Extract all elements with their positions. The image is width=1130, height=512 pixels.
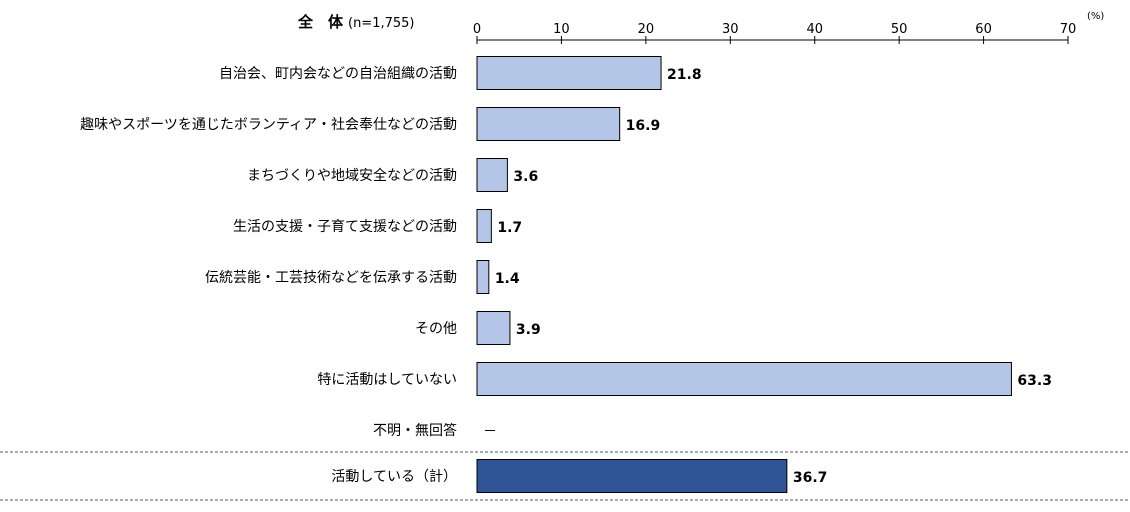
category-label: 不明・無回答 — [373, 422, 457, 439]
bar — [476, 158, 508, 192]
summary-data-label: 36.7 — [793, 470, 828, 486]
category-label: 特に活動はしていない — [317, 372, 457, 388]
unit-label: (%) — [1087, 11, 1104, 22]
data-label: － — [483, 424, 497, 440]
bar-rows: 自治会、町内会などの自治組織の活動 21.8 趣味やスポーツを通じたボランティア・社… — [80, 56, 1052, 440]
summary-row: 活動している（計） 36.7 — [331, 459, 828, 493]
bar — [476, 311, 511, 345]
category-label: 生活の支援・子育て支援などの活動 — [233, 219, 457, 235]
data-label: 3.6 — [513, 169, 538, 185]
x-tick-label: 50 — [891, 22, 908, 37]
bar — [476, 107, 621, 141]
category-label: 伝統芸能・工芸技術などを伝承する活動 — [205, 270, 457, 286]
data-label: 21.8 — [667, 67, 702, 83]
data-label: 1.7 — [497, 220, 522, 236]
data-label: 16.9 — [626, 118, 661, 134]
x-tick-label: 30 — [722, 22, 739, 37]
data-label: 63.3 — [1017, 373, 1052, 389]
x-tick-label: 20 — [638, 22, 655, 37]
x-axis: 0 10 20 30 40 50 60 70 — [473, 22, 1076, 44]
bar — [476, 209, 492, 243]
summary-category-label: 活動している（計） — [331, 469, 457, 485]
x-tick-label: 0 — [473, 22, 481, 37]
bar — [476, 260, 490, 294]
chart-subtitle: (n=1,755) — [348, 16, 415, 31]
data-label: 3.9 — [516, 322, 541, 338]
category-label: まちづくりや地域安全などの活動 — [247, 167, 457, 184]
bar — [476, 56, 662, 90]
x-tick-label: 40 — [806, 22, 823, 37]
header: 全 体 (n=1,755) (%) — [297, 11, 1104, 31]
category-label: 自治会、町内会などの自治組織の活動 — [219, 66, 457, 82]
data-label: 1.4 — [495, 271, 520, 287]
x-tick-label: 60 — [975, 22, 992, 37]
chart-title: 全 体 — [297, 13, 344, 31]
x-tick-label: 70 — [1060, 22, 1077, 37]
bar — [476, 362, 1012, 396]
category-label: 趣味やスポーツを通じたボランティア・社会奉仕などの活動 — [80, 117, 457, 133]
summary-bar — [476, 459, 788, 493]
x-tick-label: 10 — [553, 22, 570, 37]
category-label: その他 — [415, 321, 457, 337]
